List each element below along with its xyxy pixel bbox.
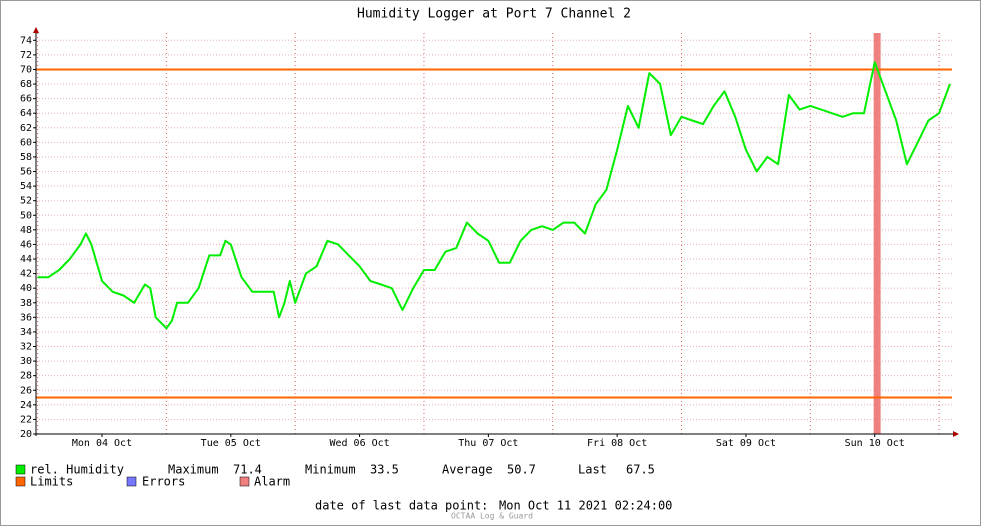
chart-title: Humidity Logger at Port 7 Channel 2 (357, 7, 631, 22)
y-tick-label: 70 (20, 64, 32, 75)
y-tick-label: 32 (20, 342, 32, 353)
y-tick-label: 66 (20, 94, 32, 105)
y-tick-label: 68 (20, 79, 32, 90)
x-tick-label: Mon 04 Oct (72, 438, 132, 449)
y-tick-label: 74 (20, 35, 32, 46)
plot (36, 33, 952, 435)
y-tick-label: 72 (20, 50, 32, 61)
y-tick-label: 42 (20, 269, 32, 280)
y-tick-label: 24 (20, 400, 32, 411)
stat-label: Maximum (168, 463, 219, 477)
legend-label: Limits (30, 475, 73, 489)
last-point: Mon Oct 11 2021 02:24:00 (499, 499, 672, 513)
stat-label: Minimum (305, 463, 356, 477)
stat-value: 50.7 (507, 463, 536, 477)
y-tick-label: 56 (20, 167, 32, 178)
y-tick-label: 44 (20, 254, 32, 265)
legend-swatch (239, 476, 250, 487)
y-tick-label: 30 (20, 356, 32, 367)
y-tick-label: 64 (20, 108, 32, 119)
stat-value: 67.5 (626, 463, 655, 477)
x-tick-label: Fri 08 Oct (587, 438, 647, 449)
y-tick-label: 60 (20, 137, 32, 148)
y-tick-label: 36 (20, 312, 32, 323)
y-tick-label: 38 (20, 298, 32, 309)
legend-swatch (126, 476, 137, 487)
y-tick-label: 50 (20, 210, 32, 221)
y-tick-label: 34 (20, 327, 32, 338)
y-tick-label: 28 (20, 371, 32, 382)
x-tick-label: Tue 05 Oct (201, 438, 261, 449)
footer: OCTAA Log & Guard (451, 512, 533, 521)
y-tick-label: 22 (20, 414, 32, 425)
y-tick-label: 20 (20, 429, 32, 440)
legend-label: rel. Humidity (30, 463, 124, 477)
axis-arrow (33, 27, 39, 33)
y-tick-label: 40 (20, 283, 32, 294)
y-tick-label: 58 (20, 152, 32, 163)
x-tick-label: Sat 09 Oct (716, 438, 776, 449)
y-tick-label: 62 (20, 123, 32, 134)
stat-label: Last (578, 463, 607, 477)
x-tick-label: Thu 07 Oct (458, 438, 518, 449)
stat-value: 33.5 (370, 463, 399, 477)
x-tick-label: Wed 06 Oct (329, 438, 389, 449)
stat-value: 71.4 (233, 463, 262, 477)
stat-label: Average (442, 463, 493, 477)
last-point-label: date of last data point: (315, 499, 488, 513)
y-tick-label: 46 (20, 239, 32, 250)
y-tick-label: 26 (20, 385, 32, 396)
legend-label: Errors (142, 475, 185, 489)
y-tick-label: 52 (20, 196, 32, 207)
legend-label: Alarm (254, 475, 290, 489)
axis-arrow (953, 431, 959, 437)
legend-swatch (15, 464, 26, 475)
alarm-band (873, 33, 881, 434)
x-tick-label: Sun 10 Oct (845, 438, 905, 449)
legend-swatch (15, 476, 26, 487)
y-tick-label: 54 (20, 181, 32, 192)
data-line (37, 61, 951, 330)
y-tick-label: 48 (20, 225, 32, 236)
